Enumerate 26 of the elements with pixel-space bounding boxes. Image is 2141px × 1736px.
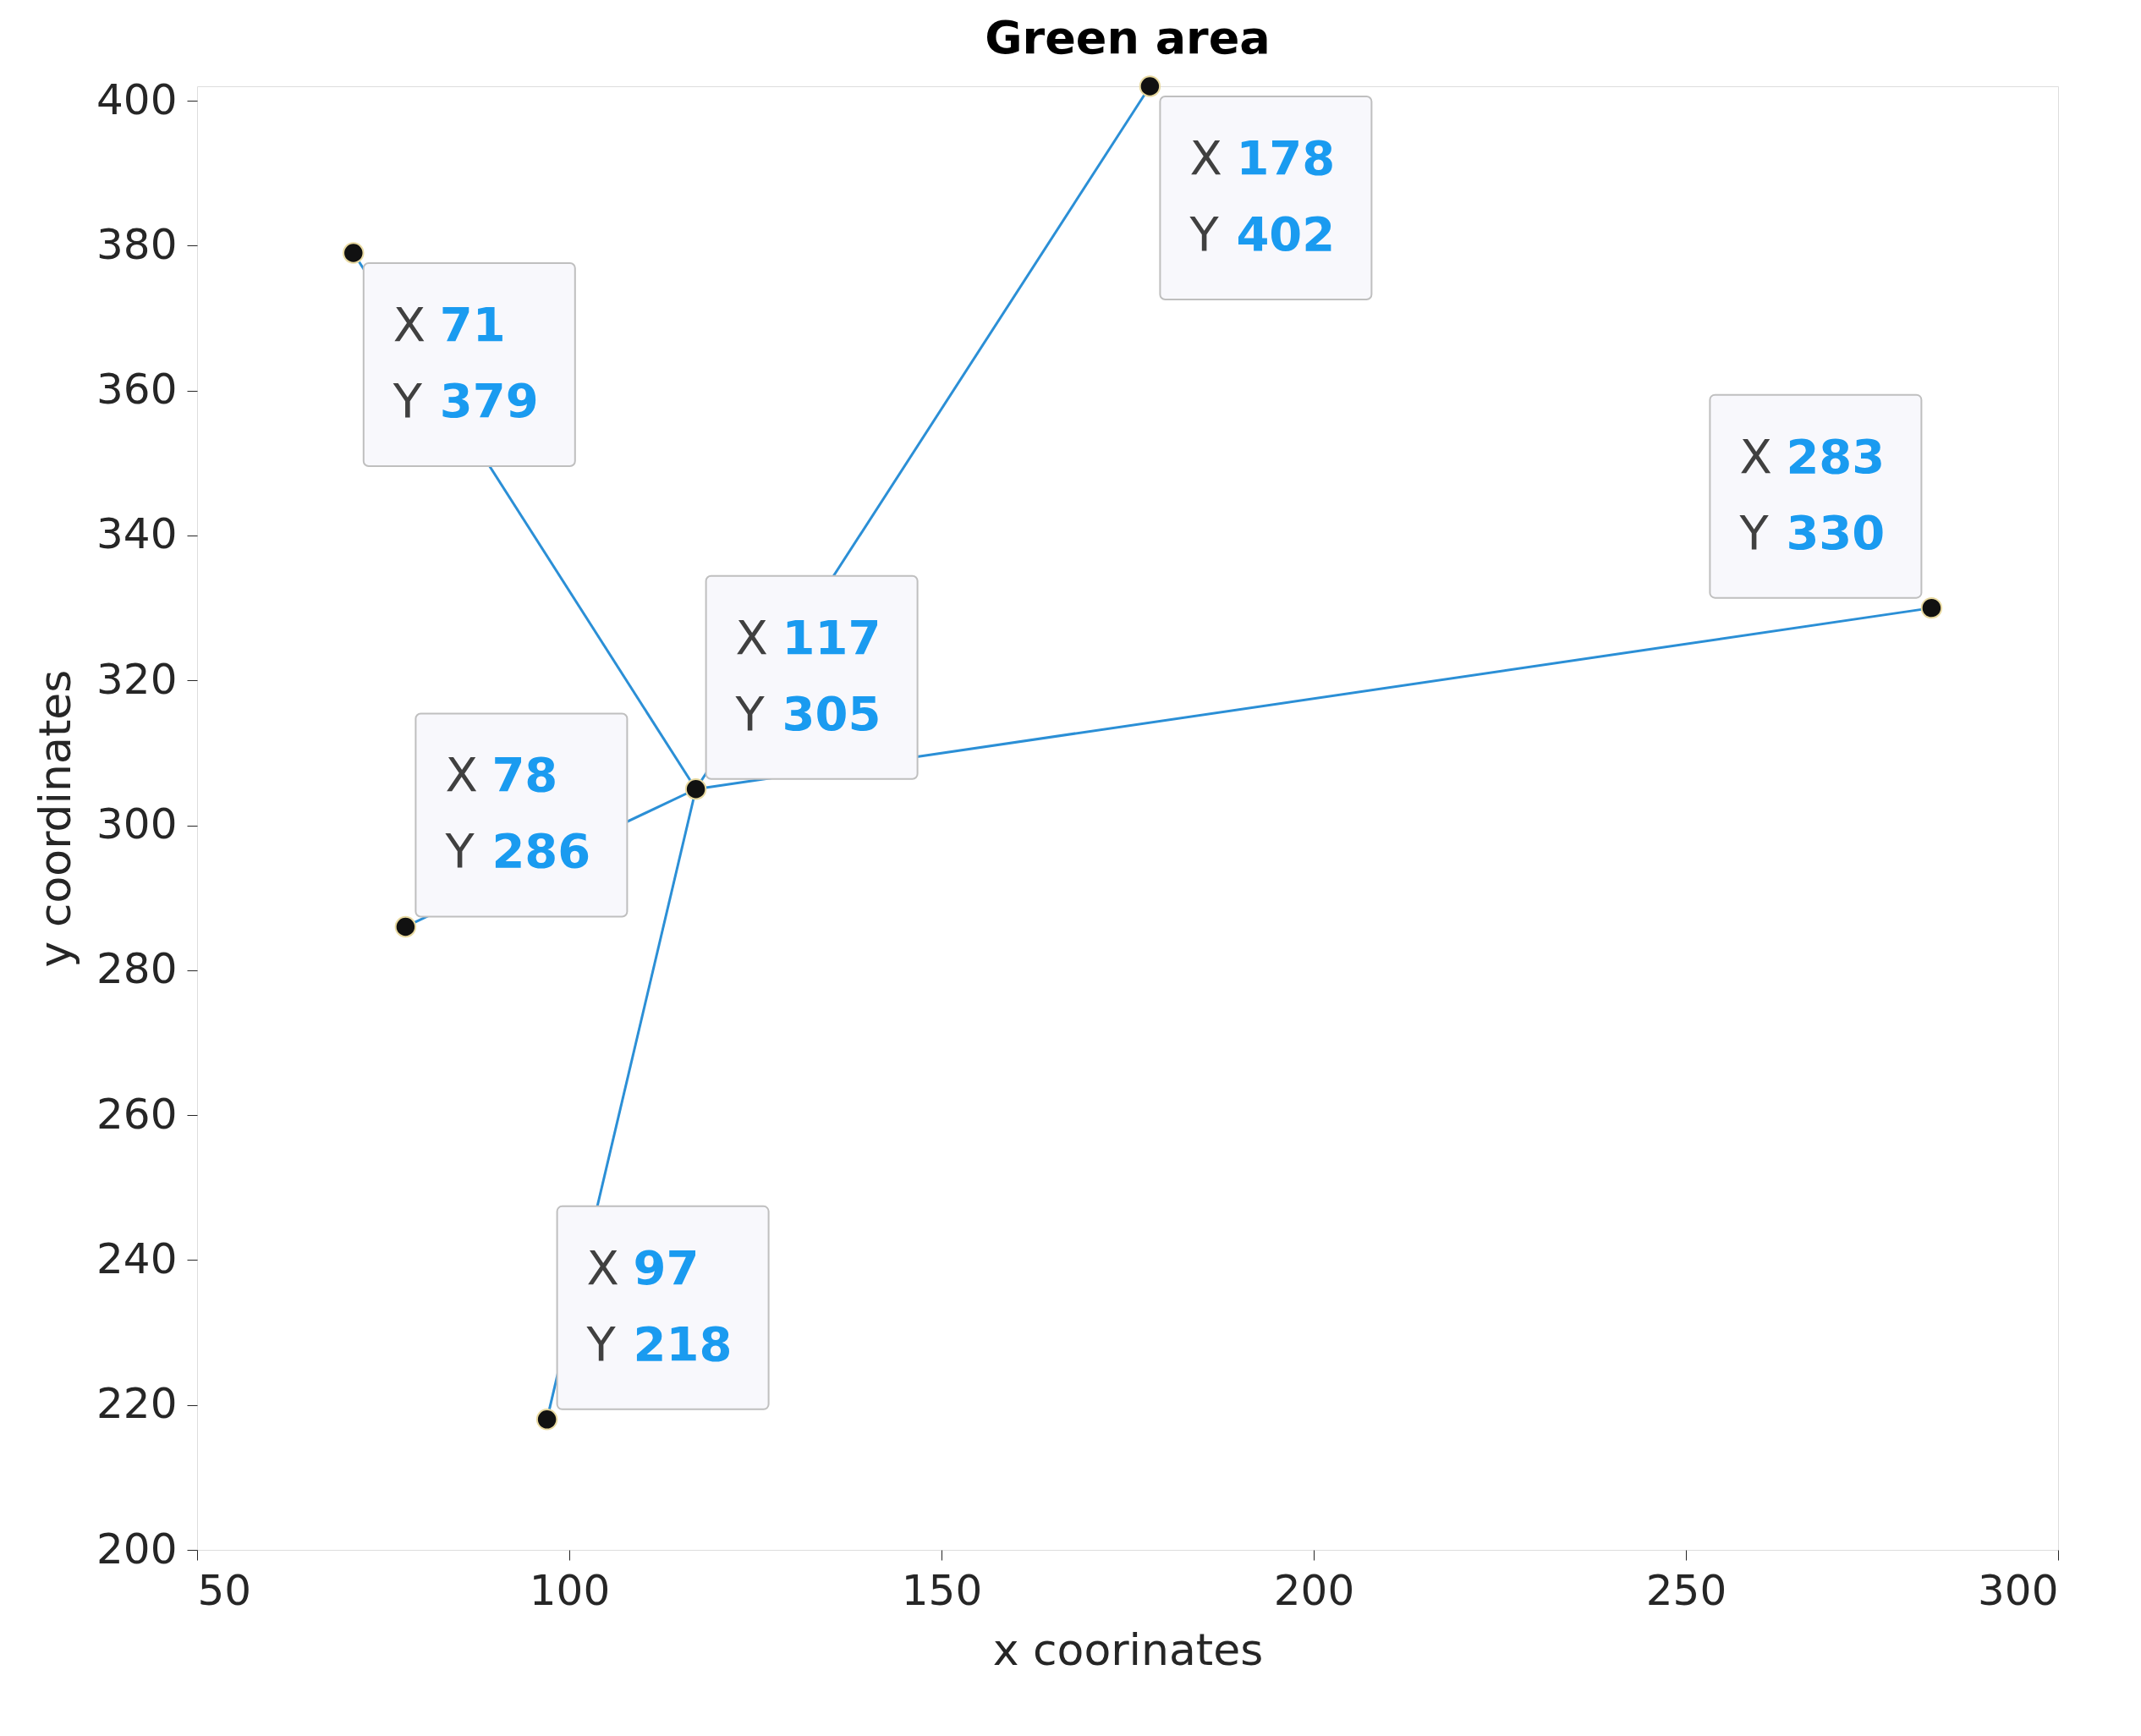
y-tick-label: 320	[96, 654, 178, 704]
y-tick-label: 280	[96, 944, 178, 994]
y-tick-label: 240	[96, 1233, 178, 1283]
y-tick-label: 260	[96, 1089, 178, 1139]
y-tick-label: 340	[96, 509, 178, 559]
annotation: X 78 Y 286	[444, 747, 591, 879]
y-tick-label: 360	[96, 365, 178, 415]
x-tick-label: 150	[901, 1565, 983, 1615]
x-tick-label: 100	[529, 1565, 611, 1615]
annotation: X 178 Y 402	[1189, 130, 1336, 261]
y-tick-label: 300	[96, 799, 178, 849]
x-tick-label: 200	[1273, 1565, 1355, 1615]
annotation: X 283 Y 330	[1738, 428, 1886, 560]
chart-title: Green area	[985, 11, 1271, 65]
x-tick-label: 50	[197, 1565, 252, 1615]
annotation: X 71 Y 379	[392, 296, 539, 428]
annotation: X 117 Y 305	[734, 609, 881, 741]
annotation: X 97 Y 218	[585, 1239, 733, 1371]
y-tick-label: 380	[96, 219, 178, 269]
x-tick-label: 300	[1978, 1565, 2059, 1615]
y-tick-label: 220	[96, 1379, 178, 1429]
x-axis-title: x coorinates	[992, 1623, 1264, 1675]
y-tick-label: 400	[96, 74, 178, 124]
y-tick-label: 200	[96, 1524, 178, 1574]
x-tick-label: 250	[1645, 1565, 1727, 1615]
y-axis-title: y coordinates	[30, 669, 81, 968]
